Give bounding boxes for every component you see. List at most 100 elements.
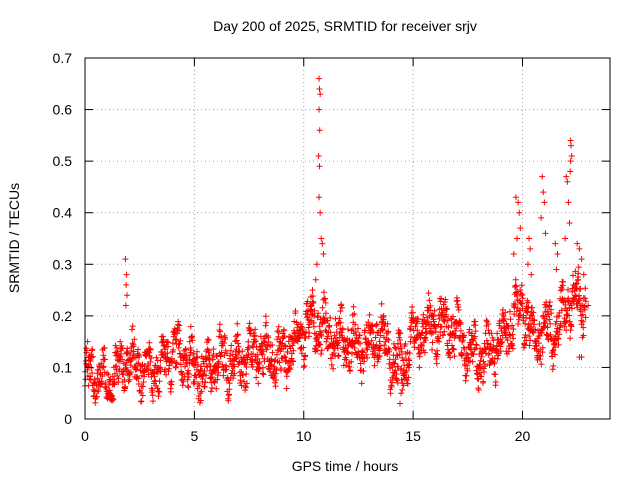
data-point [294,338,301,345]
data-point [310,323,317,330]
data-point [200,360,207,367]
data-point [156,388,163,395]
data-point [391,360,398,367]
data-point [151,378,158,385]
data-point [362,327,369,334]
x-tick-label: 0 [81,428,89,444]
data-point [567,137,574,144]
data-point [406,361,413,368]
data-point [405,364,412,371]
data-point [482,363,489,370]
data-point [573,293,580,300]
data-point [577,285,584,292]
data-point [316,106,323,113]
data-point [113,344,120,351]
data-point [512,276,519,283]
data-point [99,373,106,380]
data-point [375,354,382,361]
data-point [170,346,177,353]
data-point [397,330,404,337]
data-point [425,319,432,326]
data-point [234,331,241,338]
data-point [253,374,260,381]
data-point [182,363,189,370]
data-point [320,314,327,321]
x-axis-label: GPS time / hours [292,458,399,474]
data-point [443,305,450,312]
data-point [305,324,312,331]
data-point [385,328,392,335]
data-point [445,324,452,331]
data-point [177,350,184,357]
data-point [310,300,317,307]
data-point [373,321,380,328]
data-point [249,363,256,370]
data-point [555,313,562,320]
data-point [198,363,205,370]
data-point [393,371,400,378]
data-point [463,372,470,379]
data-point [569,272,576,279]
data-point [460,344,467,351]
data-point [139,392,146,399]
y-tick-label: 0.2 [53,308,73,324]
data-point [528,271,535,278]
data-point [452,332,459,339]
data-point [336,315,343,322]
data-point [138,398,145,405]
data-point [527,320,534,327]
data-point [226,391,233,398]
data-point [91,376,98,383]
data-point [430,313,437,320]
data-point [441,318,448,325]
data-point [402,369,409,376]
data-point [224,350,231,357]
data-point [339,326,346,333]
data-point [576,245,583,252]
data-point [455,304,462,311]
data-point [400,382,407,389]
data-point [342,345,349,352]
data-point [114,348,121,355]
data-point [317,209,324,216]
data-point [546,302,553,309]
data-point [209,356,216,363]
data-point [481,369,487,376]
data-point [204,336,211,343]
data-point [292,308,299,315]
data-point [513,283,520,290]
data-point [494,330,501,337]
data-point [529,304,536,311]
data-point [566,220,573,227]
data-point [355,335,362,342]
data-point [148,354,155,361]
data-point [352,321,359,328]
data-point [249,342,256,349]
data-point [303,329,310,336]
plot-frame [84,57,611,420]
data-point [428,330,435,337]
data-point [127,369,134,376]
data-point [412,323,419,330]
data-point [209,384,216,391]
data-point [580,332,587,339]
data-point [135,375,142,382]
data-point [320,289,327,296]
data-point [397,400,403,407]
data-points [82,75,592,407]
data-point [564,178,571,185]
data-point [326,322,333,329]
data-point [523,314,529,321]
data-point [442,296,449,303]
data-point [566,312,573,319]
data-point [227,352,234,359]
data-point [468,330,475,337]
data-point [355,325,361,332]
data-point [472,322,479,329]
data-point [497,343,504,350]
data-point [400,357,407,364]
data-point [502,329,509,336]
data-point [546,299,553,306]
data-point [525,304,532,311]
data-point [196,382,203,389]
